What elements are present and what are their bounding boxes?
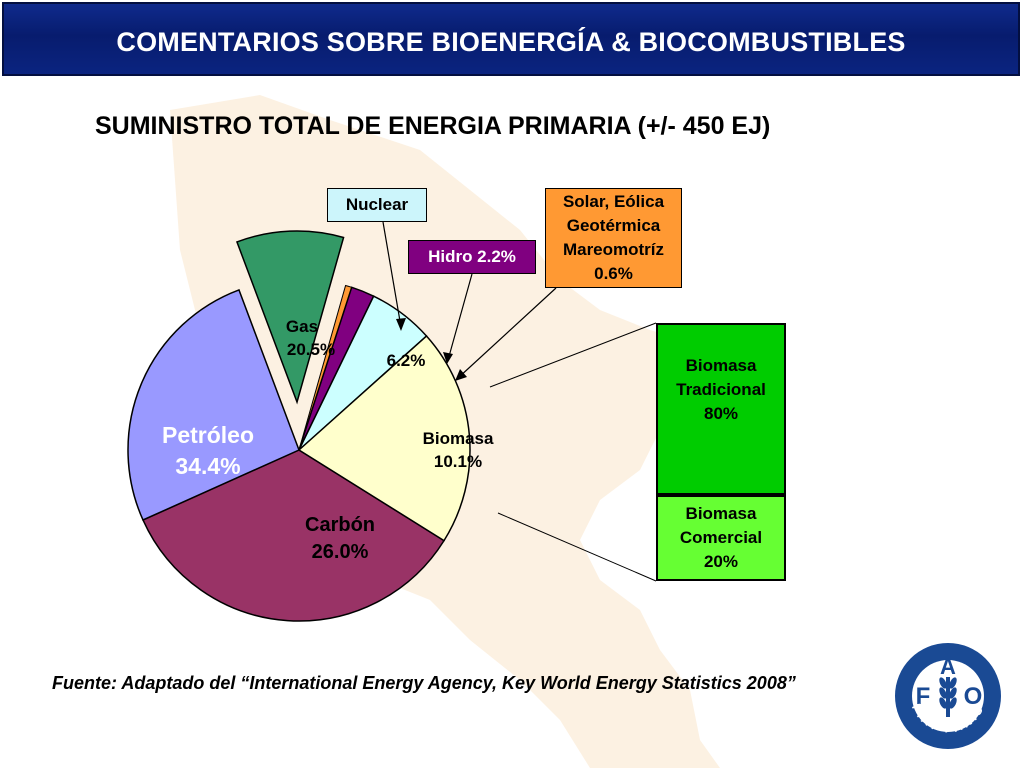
- callout-hidro: Hidro 2.2%: [408, 240, 536, 274]
- callout-solar-line-4: 0.6%: [594, 264, 633, 283]
- biomasa-comercial-line-2: Comercial: [679, 528, 763, 547]
- callout-nuclear-text: Nuclear: [345, 195, 409, 214]
- hidro-arrowhead: [443, 352, 453, 364]
- fao-letter-f: F: [916, 683, 931, 710]
- callout-solar-line-1: Solar, Eólica: [562, 192, 665, 211]
- pie-slice-petroleo: [141, 449, 446, 622]
- label-carbon-value: 26.0%: [312, 541, 369, 563]
- fao-wheat-icon: [939, 677, 957, 717]
- nuclear-arrowhead: [396, 318, 406, 331]
- header-title: COMENTARIOS SOBRE BIOENERGÍA & BIOCOMBUS…: [116, 27, 906, 57]
- label-nuclear-value: 6.2%: [387, 351, 426, 370]
- biomasa-comercial-line-1: Biomasa: [685, 504, 757, 523]
- pie-slice-biomasa: [235, 230, 345, 405]
- source-footnote: Fuente: Adaptado del “International Ener…: [52, 673, 796, 693]
- biomass-breakdown-line-bottom: [497, 512, 657, 582]
- callout-nuclear: Nuclear: [327, 188, 427, 222]
- biomass-breakdown-line-top: [489, 322, 657, 388]
- label-biomasa-name: Biomasa: [423, 429, 494, 448]
- fao-logo: F A O FIAT PANIS: [895, 643, 1001, 749]
- biomasa-tradicional-line-3: 80%: [703, 404, 739, 423]
- nuclear-connector: [382, 221, 402, 328]
- header-bar: COMENTARIOS SOBRE BIOENERGÍA & BIOCOMBUS…: [2, 2, 1020, 76]
- label-gas-name: Gas: [286, 317, 318, 336]
- callout-solar: Solar, Eólica Geotérmica Mareomotríz 0.6…: [545, 188, 682, 288]
- biomasa-tradicional-line-2: Tradicional: [676, 380, 766, 399]
- solar-connector: [457, 287, 557, 379]
- fao-letter-a: A: [940, 654, 956, 679]
- label-biomasa-value: 10.1%: [434, 452, 482, 471]
- biomasa-tradicional-line-1: Biomasa: [685, 356, 757, 375]
- callout-solar-line-3: Mareomotríz: [562, 240, 665, 259]
- label-gas-value: 20.5%: [287, 340, 335, 359]
- callout-solar-line-2: Geotérmica: [566, 216, 661, 235]
- biomasa-tradicional-box: Biomasa Tradicional 80%: [656, 323, 786, 495]
- biomasa-comercial-line-3: 20%: [703, 552, 738, 571]
- pie-slice-carbon: [127, 288, 300, 521]
- hidro-connector: [447, 273, 473, 361]
- biomasa-comercial-box: Biomasa Comercial 20%: [656, 495, 786, 581]
- solar-arrowhead: [455, 369, 467, 381]
- pie-slice-gas: [297, 334, 471, 542]
- chart-title: SUMINISTRO TOTAL DE ENERGIA PRIMARIA (+/…: [95, 112, 771, 140]
- label-petroleo-name: Petróleo: [162, 422, 254, 448]
- label-carbon-name: Carbón: [305, 514, 375, 536]
- callout-hidro-text: Hidro 2.2%: [428, 247, 516, 266]
- fao-letter-o: O: [964, 683, 983, 710]
- label-petroleo-value: 34.4%: [175, 453, 240, 479]
